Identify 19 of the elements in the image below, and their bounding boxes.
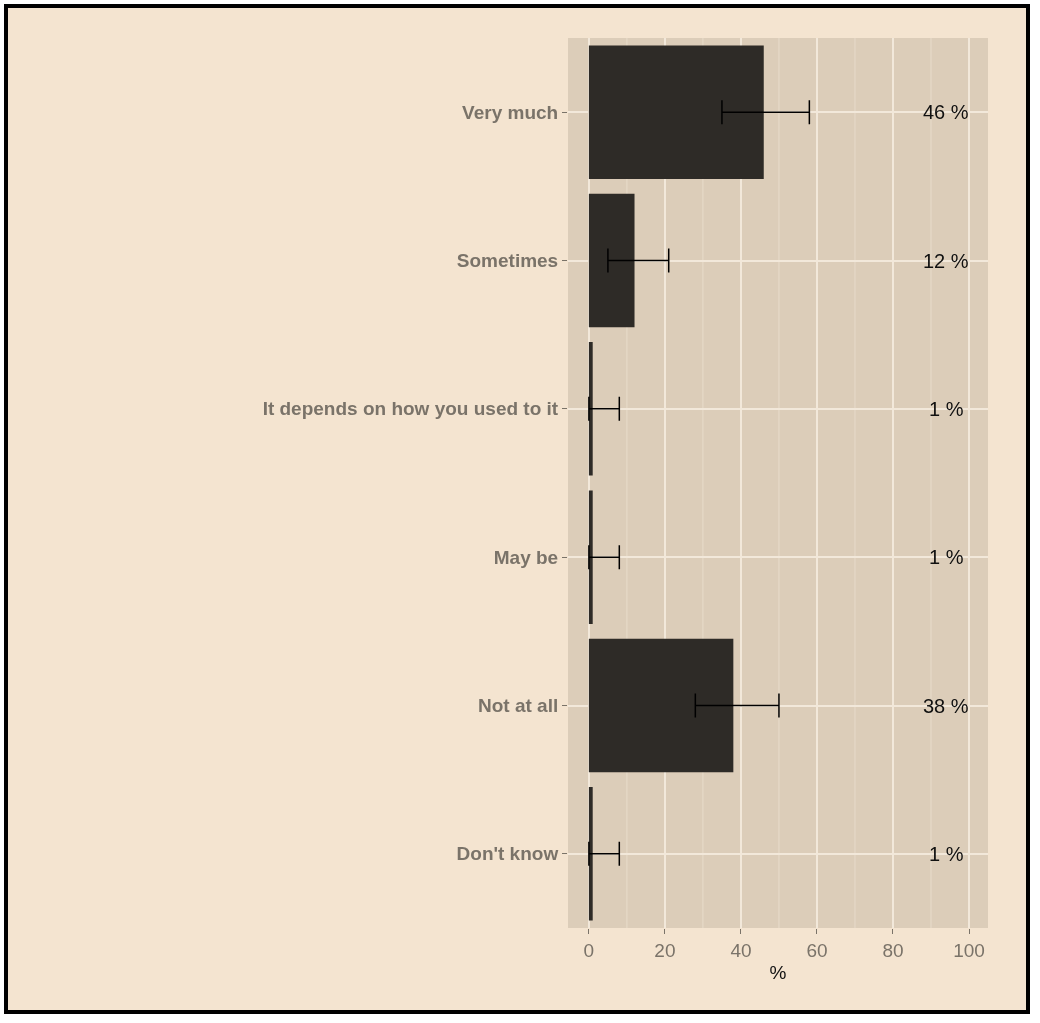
data-label: 12 % bbox=[923, 250, 969, 272]
x-tick-label: 20 bbox=[654, 939, 676, 961]
x-tick-label: 40 bbox=[730, 939, 752, 961]
data-label: 1 % bbox=[929, 843, 964, 865]
x-tick-label: 100 bbox=[953, 939, 985, 961]
data-label: 1 % bbox=[929, 546, 964, 568]
x-tick-label: 80 bbox=[882, 939, 904, 961]
x-axis-title: % bbox=[769, 961, 787, 983]
x-tick-label: 60 bbox=[806, 939, 828, 961]
data-label: 46 % bbox=[923, 101, 969, 123]
data-label: 38 % bbox=[923, 695, 969, 717]
y-tick-label: May be bbox=[493, 546, 559, 568]
y-tick-label: It depends on how you used to it bbox=[262, 398, 559, 420]
y-tick-label: Don't know bbox=[456, 843, 559, 865]
y-tick-label: Sometimes bbox=[456, 250, 559, 272]
data-label: 1 % bbox=[929, 398, 964, 420]
y-tick-label: Not at all bbox=[477, 695, 559, 717]
x-tick-label: 0 bbox=[583, 939, 595, 961]
y-tick-label: Very much bbox=[462, 101, 559, 123]
